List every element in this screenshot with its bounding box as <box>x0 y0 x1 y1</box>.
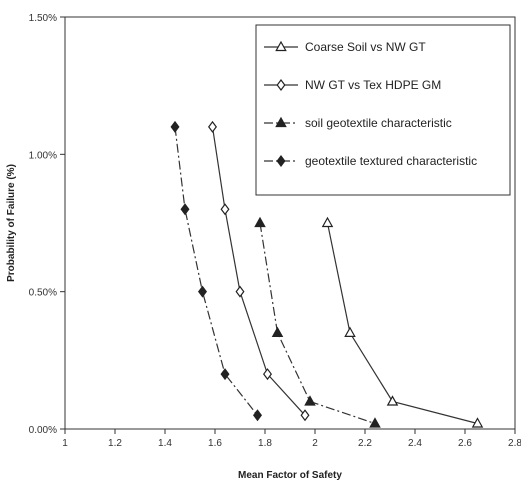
x-tick-label: 2.2 <box>358 438 372 449</box>
data-point <box>254 216 266 228</box>
series-3 <box>254 216 381 428</box>
legend-marker <box>275 40 287 52</box>
data-point <box>208 120 217 133</box>
x-tick-label: 1.2 <box>108 438 122 449</box>
data-point <box>344 326 356 337</box>
series-line <box>174 126 258 416</box>
data-point <box>471 417 484 428</box>
legend-marker <box>276 79 286 91</box>
series-2 <box>208 120 310 422</box>
y-tick-label: 0.50% <box>29 288 57 299</box>
data-point <box>304 395 316 406</box>
data-point <box>300 409 310 422</box>
data-point <box>220 368 230 381</box>
data-point <box>253 409 262 422</box>
legend-entry: geotextile textured characteristic <box>264 154 477 168</box>
y-axis-title: Probability of Failure (%) <box>6 164 17 282</box>
legend-box <box>255 24 511 196</box>
y-tick-label: 1.00% <box>29 150 57 161</box>
data-point <box>321 216 334 228</box>
x-tick-label: 2.8 <box>508 438 521 449</box>
series-line <box>259 222 376 425</box>
legend-label: geotextile textured characteristic <box>305 154 477 168</box>
x-axis-title: Mean Factor of Safety <box>238 470 342 481</box>
x-axis: 1 1.2 1.4 1.6 1.8 2 2.2 2.4 2.6 2.8 <box>62 429 521 449</box>
legend-label: soil geotextile characteristic <box>305 116 452 130</box>
legend-entry: NW GT vs Tex HDPE GM <box>264 78 441 92</box>
legend-label: NW GT vs Tex HDPE GM <box>305 78 441 92</box>
legend-marker <box>276 155 286 167</box>
x-tick-label: 2 <box>312 438 318 449</box>
legend-label: Coarse Soil vs NW GT <box>305 40 426 54</box>
legend-marker <box>275 116 287 128</box>
x-tick-label: 1 <box>62 438 68 449</box>
data-point <box>369 417 381 428</box>
data-point <box>386 395 399 406</box>
x-tick-label: 1.4 <box>158 438 172 449</box>
data-point <box>220 203 230 216</box>
data-point <box>170 120 180 133</box>
series-4 <box>170 120 262 422</box>
data-point <box>180 203 190 216</box>
legend-entry: soil geotextile characteristic <box>264 116 452 130</box>
y-tick-label: 0.00% <box>29 425 57 436</box>
x-tick-label: 1.8 <box>258 438 272 449</box>
data-point <box>198 285 207 298</box>
series-layer <box>170 120 484 428</box>
series-line <box>326 222 478 425</box>
x-tick-label: 1.6 <box>208 438 222 449</box>
y-tick-label: 1.50% <box>29 13 57 24</box>
data-point <box>271 326 284 337</box>
legend-entry: Coarse Soil vs NW GT <box>264 40 426 54</box>
x-tick-label: 2.4 <box>408 438 422 449</box>
legend: Coarse Soil vs NW GT NW GT vs Tex HDPE GM… <box>255 24 511 196</box>
data-point <box>235 285 245 298</box>
data-point <box>263 368 272 381</box>
series-1 <box>321 216 484 428</box>
x-tick-label: 2.6 <box>458 438 472 449</box>
y-axis: 0.00% 0.50% 1.00% 1.50% <box>29 13 65 436</box>
